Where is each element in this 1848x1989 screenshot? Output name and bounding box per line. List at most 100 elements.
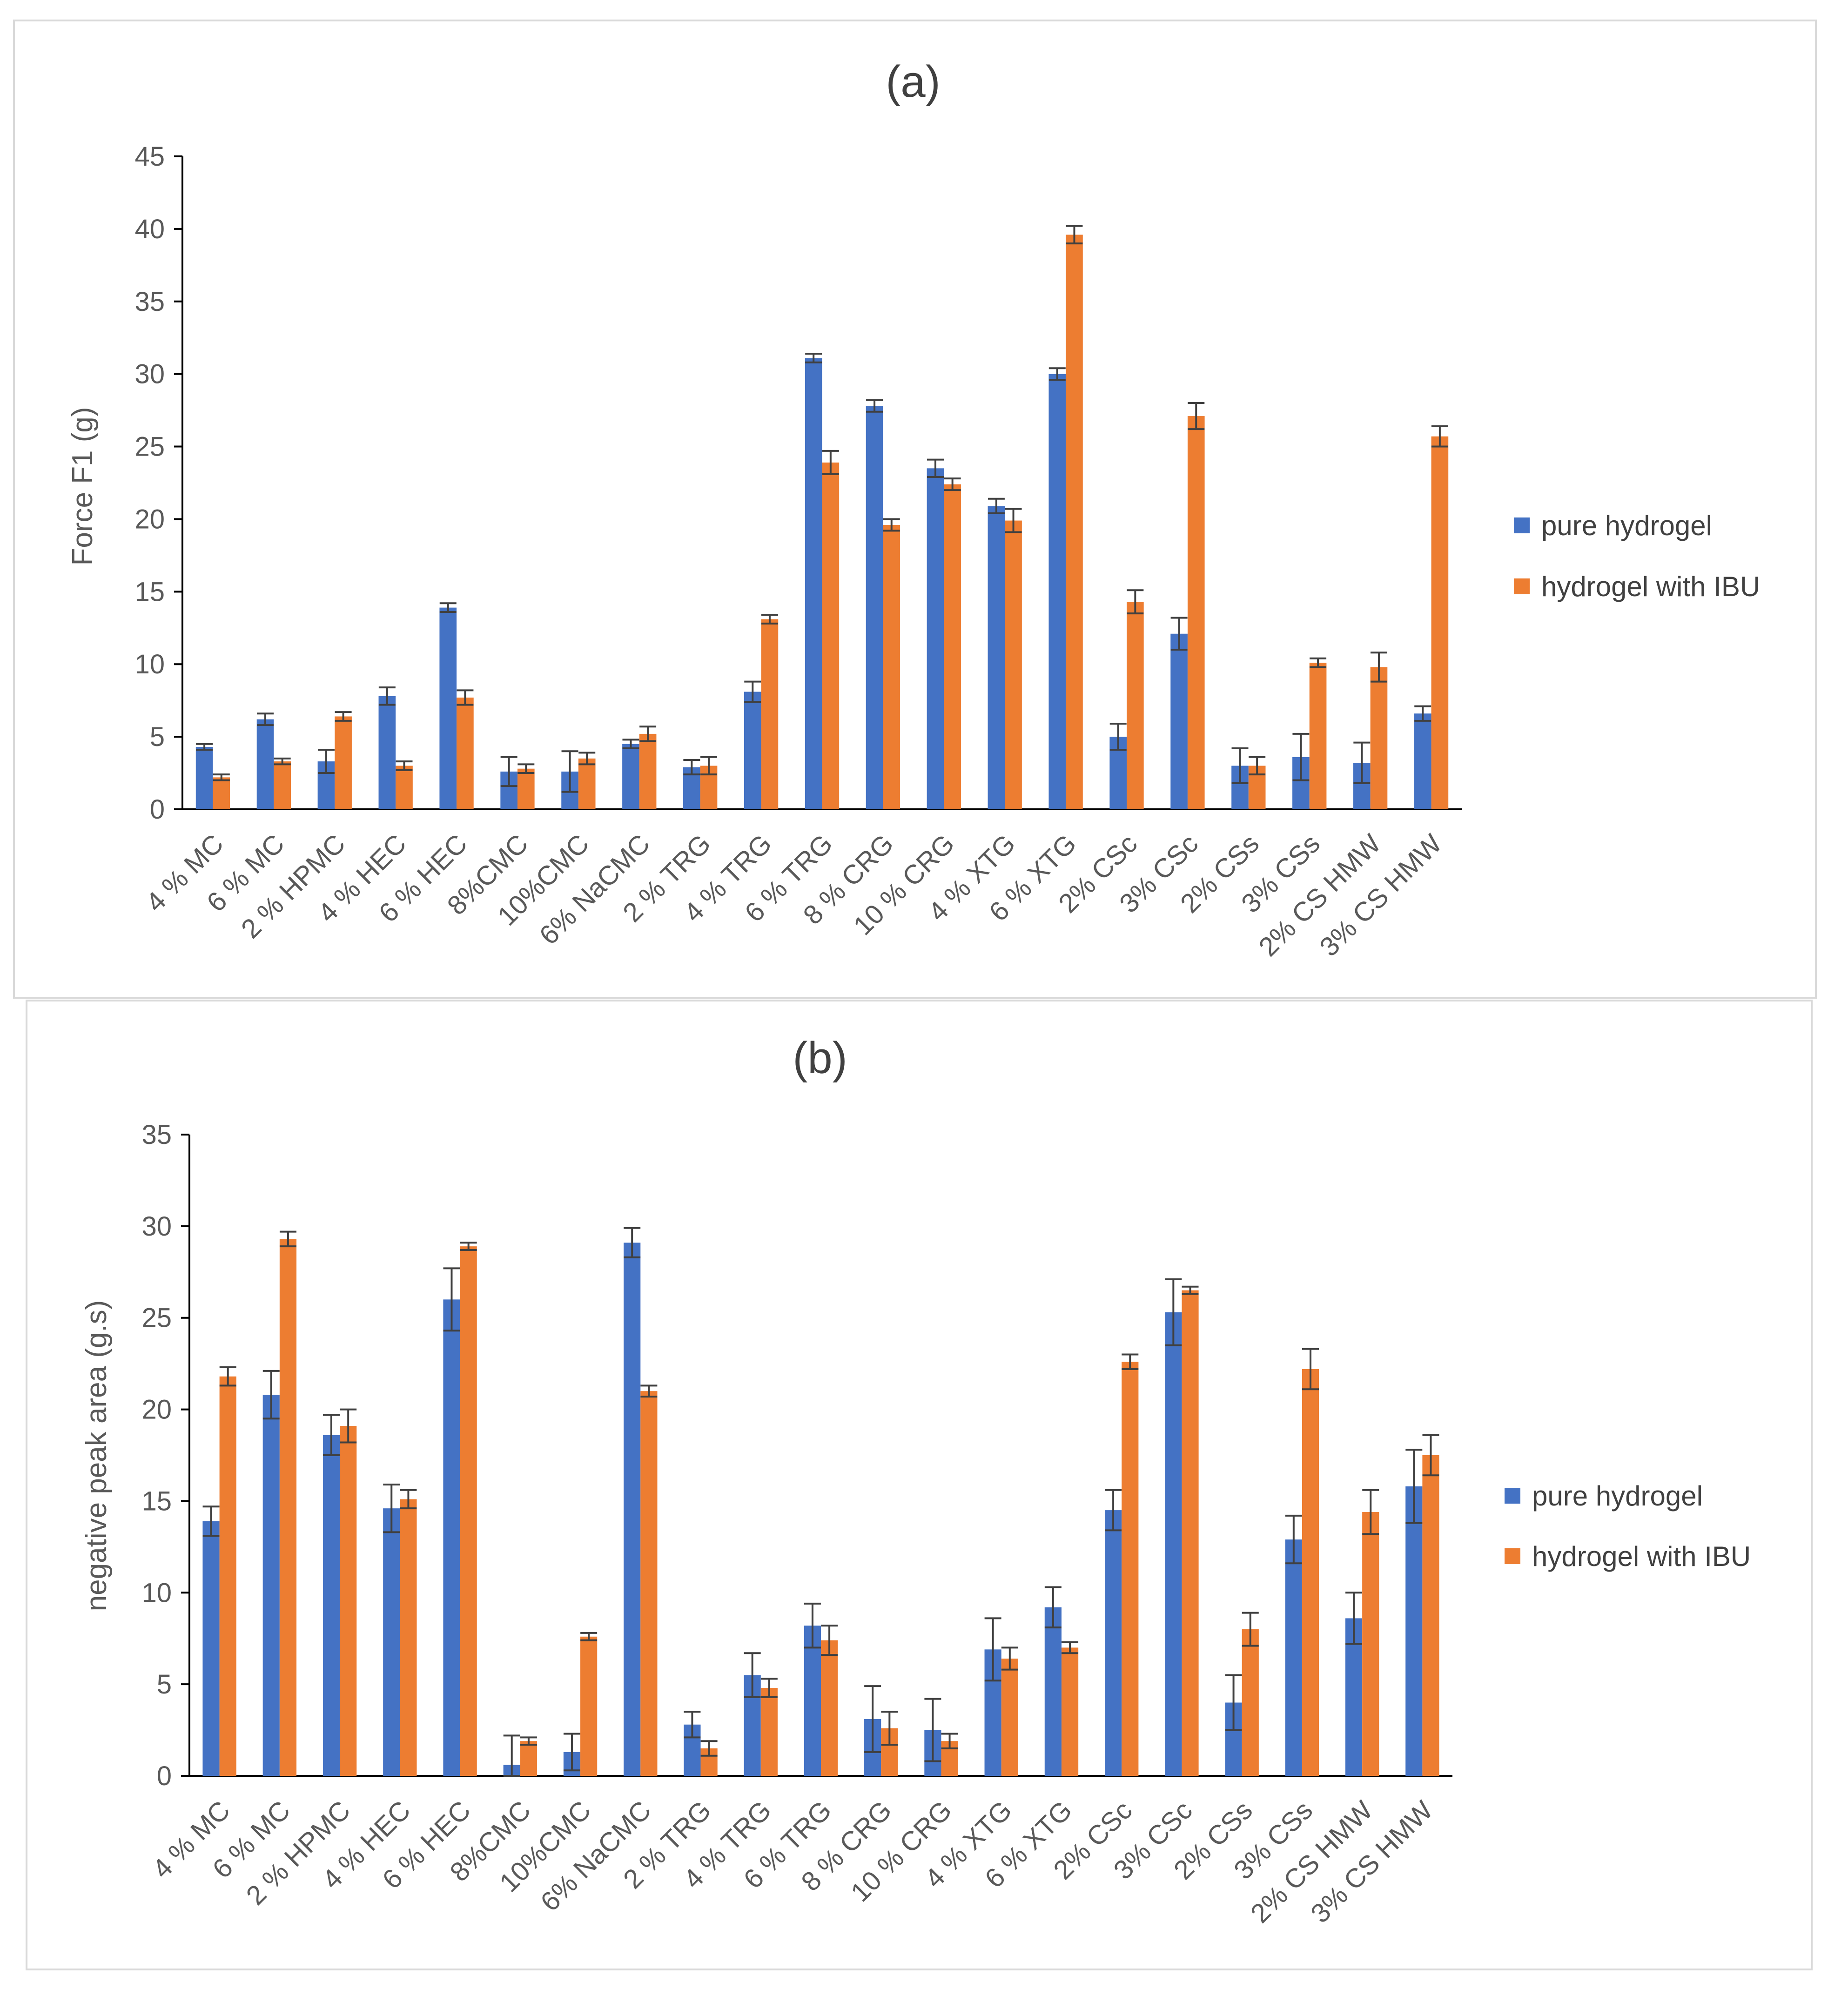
bar-pure bbox=[202, 1521, 220, 1776]
error-bar bbox=[202, 1505, 220, 1537]
error-bar bbox=[760, 1678, 778, 1698]
legend-a-swatch-pure bbox=[1514, 517, 1530, 533]
bar-pure bbox=[624, 1243, 641, 1776]
error-bar bbox=[340, 1408, 357, 1444]
bar-ibu bbox=[340, 1426, 357, 1776]
bar-ibu bbox=[279, 1239, 297, 1776]
bar-ibu bbox=[760, 1688, 778, 1776]
chart-a-ytick-label: 15 bbox=[134, 577, 165, 607]
bar-ibu bbox=[460, 1246, 477, 1776]
error-bar bbox=[941, 1733, 958, 1749]
bar-pure bbox=[1165, 1312, 1182, 1776]
error-bar bbox=[378, 686, 396, 706]
bar-pure bbox=[378, 696, 396, 809]
bar-ibu bbox=[1122, 1362, 1139, 1776]
error-bar bbox=[1044, 1586, 1062, 1629]
bar-pure bbox=[323, 1435, 340, 1776]
error-bar bbox=[457, 689, 474, 706]
bar-pure bbox=[1044, 1607, 1062, 1776]
bar-ibu bbox=[580, 1636, 598, 1776]
error-bar bbox=[984, 1617, 1001, 1682]
error-bar bbox=[866, 399, 883, 413]
error-bar bbox=[804, 1602, 821, 1649]
legend-b-swatch-ibu bbox=[1505, 1548, 1520, 1564]
error-bar bbox=[924, 1698, 941, 1762]
error-bar bbox=[580, 1632, 598, 1641]
bar-ibu bbox=[1187, 416, 1205, 809]
error-bar bbox=[1005, 508, 1022, 533]
chart-a-ylabel: Force F1 (g) bbox=[67, 407, 99, 565]
error-bar bbox=[883, 518, 900, 532]
chart-b-axes: 0 5 10 15 20 25 30 35 bbox=[141, 1120, 1452, 1791]
bar-pure bbox=[1105, 1510, 1122, 1776]
chart-b-ytick-label: 15 bbox=[141, 1486, 172, 1516]
bar-pure bbox=[988, 506, 1005, 809]
error-bar bbox=[761, 614, 778, 625]
chart-a-ytick-label: 10 bbox=[134, 649, 165, 679]
error-bar bbox=[443, 1267, 460, 1332]
error-bar bbox=[1431, 425, 1448, 448]
chart-b-ytick-label: 20 bbox=[141, 1395, 172, 1425]
bar-ibu bbox=[1431, 436, 1449, 809]
error-bar bbox=[563, 1733, 580, 1772]
error-bar bbox=[700, 756, 718, 776]
error-bar bbox=[1249, 756, 1266, 776]
bar-ibu bbox=[1422, 1455, 1439, 1776]
error-bar bbox=[196, 743, 213, 751]
error-bar bbox=[927, 458, 944, 478]
bar-pure bbox=[195, 746, 213, 809]
error-bar bbox=[821, 1625, 838, 1656]
chart-a-frame bbox=[13, 20, 1817, 999]
chart-b-legend: pure hydrogel hydrogel with IBU bbox=[1505, 1480, 1751, 1572]
legend-a-label-pure: pure hydrogel bbox=[1541, 510, 1712, 541]
bar-pure bbox=[383, 1508, 400, 1776]
bar-ibu bbox=[213, 777, 230, 809]
chart-a-ytick-label: 5 bbox=[150, 722, 165, 752]
bar-ibu bbox=[822, 462, 840, 809]
chart-b-title: (b) bbox=[793, 1033, 847, 1083]
error-bar bbox=[684, 1711, 701, 1739]
error-bar bbox=[1292, 732, 1310, 781]
error-bar bbox=[1048, 367, 1066, 381]
bar-pure bbox=[622, 744, 639, 809]
error-bar bbox=[279, 1230, 296, 1248]
legend-b-label-ibu: hydrogel with IBU bbox=[1532, 1541, 1751, 1572]
error-bar bbox=[1285, 1514, 1302, 1565]
bar-ibu bbox=[1242, 1629, 1259, 1776]
bar-pure bbox=[1414, 713, 1431, 809]
chart-b-ylabel: negative peak area (g.s) bbox=[81, 1300, 113, 1612]
bar-ibu bbox=[1182, 1290, 1199, 1776]
bar-ibu bbox=[1061, 1647, 1079, 1776]
error-bar bbox=[1422, 1434, 1439, 1477]
error-bar bbox=[881, 1711, 898, 1746]
error-bar bbox=[500, 756, 517, 787]
chart-a-ytick-label: 0 bbox=[150, 794, 165, 825]
chart-b-ytick-label: 25 bbox=[141, 1303, 172, 1333]
chart-b-ytick-label: 0 bbox=[157, 1761, 172, 1791]
error-bar bbox=[1062, 1641, 1079, 1654]
bar-pure bbox=[1170, 633, 1188, 809]
error-bar bbox=[700, 1740, 718, 1757]
error-bar bbox=[1414, 705, 1431, 722]
error-bar bbox=[640, 1384, 658, 1398]
bar-ibu bbox=[1005, 520, 1022, 809]
bar-ibu bbox=[1362, 1512, 1379, 1776]
bar-ibu bbox=[1309, 663, 1327, 809]
error-bar bbox=[335, 711, 352, 722]
bar-ibu bbox=[578, 758, 596, 809]
bar-ibu bbox=[520, 1741, 537, 1776]
chart-a-ytick-label: 20 bbox=[134, 504, 165, 534]
error-bar bbox=[274, 757, 291, 766]
error-bar bbox=[1127, 589, 1144, 615]
error-bar bbox=[396, 760, 413, 771]
error-bar bbox=[520, 1736, 537, 1746]
bar-ibu bbox=[1066, 235, 1083, 809]
error-bar bbox=[323, 1414, 340, 1456]
bar-pure bbox=[1048, 374, 1066, 809]
legend-b-swatch-pure bbox=[1505, 1488, 1520, 1504]
bar-ibu bbox=[640, 1391, 658, 1776]
error-bar bbox=[1302, 1348, 1319, 1391]
error-bar bbox=[683, 759, 700, 776]
